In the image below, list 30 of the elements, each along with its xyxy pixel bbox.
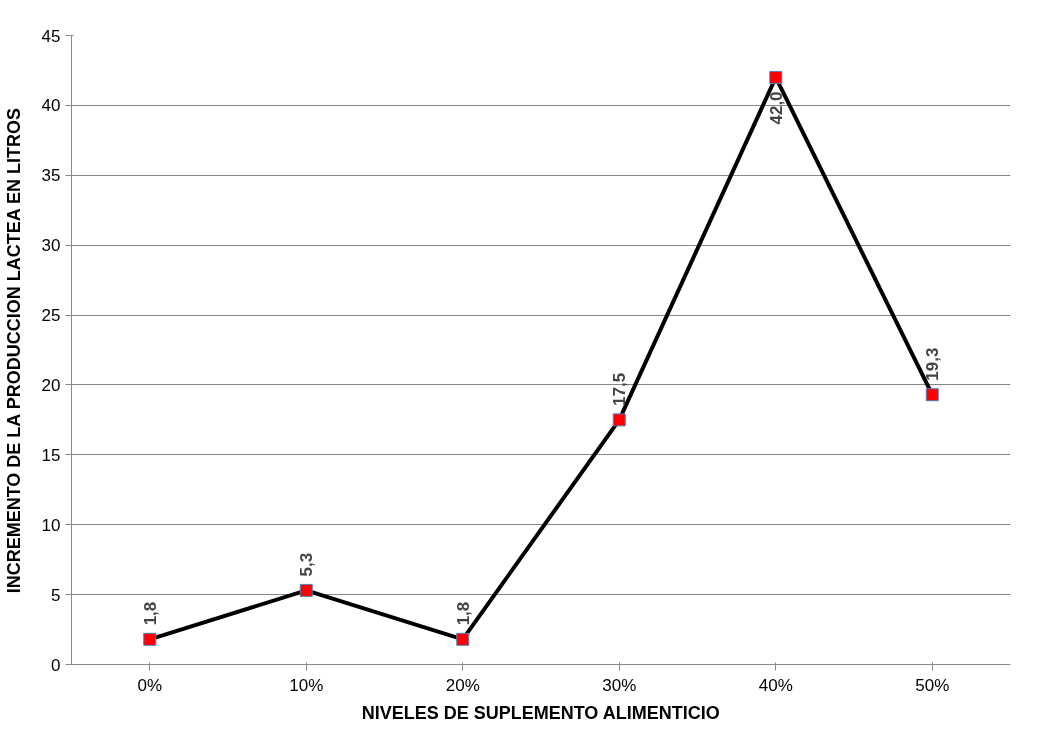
x-tick-label: 30%: [602, 675, 637, 695]
data-label: 42,0: [766, 91, 786, 125]
x-tick-label: 10%: [289, 675, 324, 695]
point: [456, 632, 470, 646]
y-tick-label: 5: [51, 585, 61, 605]
x-axis-title: NIVELES DE SUPLEMENTO ALIMENTICIO: [361, 702, 720, 723]
y-tick-label: 15: [41, 445, 61, 465]
y-axis-title: INCREMENTO DE LA PRODUCCION LACTEA EN LITROS: [3, 107, 24, 594]
data-label: 1,8: [140, 601, 160, 626]
x-tick-label: 0%: [137, 675, 163, 695]
point: [299, 583, 313, 597]
data-label: 1,8: [453, 601, 473, 626]
point: [612, 413, 626, 427]
y-tick-label: 30: [41, 236, 61, 256]
y-tick-label: 45: [41, 26, 61, 46]
point: [769, 70, 783, 84]
y-tick-label: 10: [41, 515, 61, 535]
x-tick-label: 50%: [915, 675, 950, 695]
y-tick-label: 0: [51, 655, 61, 675]
x-tick-label: 20%: [445, 675, 480, 695]
x-tick-label: 40%: [758, 675, 793, 695]
y-tick-label: 40: [41, 96, 61, 116]
data-label: 17,5: [610, 372, 630, 406]
point: [925, 388, 939, 402]
y-tick-label: 25: [41, 306, 61, 326]
data-label: 19,3: [923, 347, 943, 381]
y-tick-label: 35: [41, 166, 61, 186]
point: [143, 632, 157, 646]
data-label: 5,3: [297, 552, 317, 577]
y-tick-label: 20: [41, 375, 61, 395]
